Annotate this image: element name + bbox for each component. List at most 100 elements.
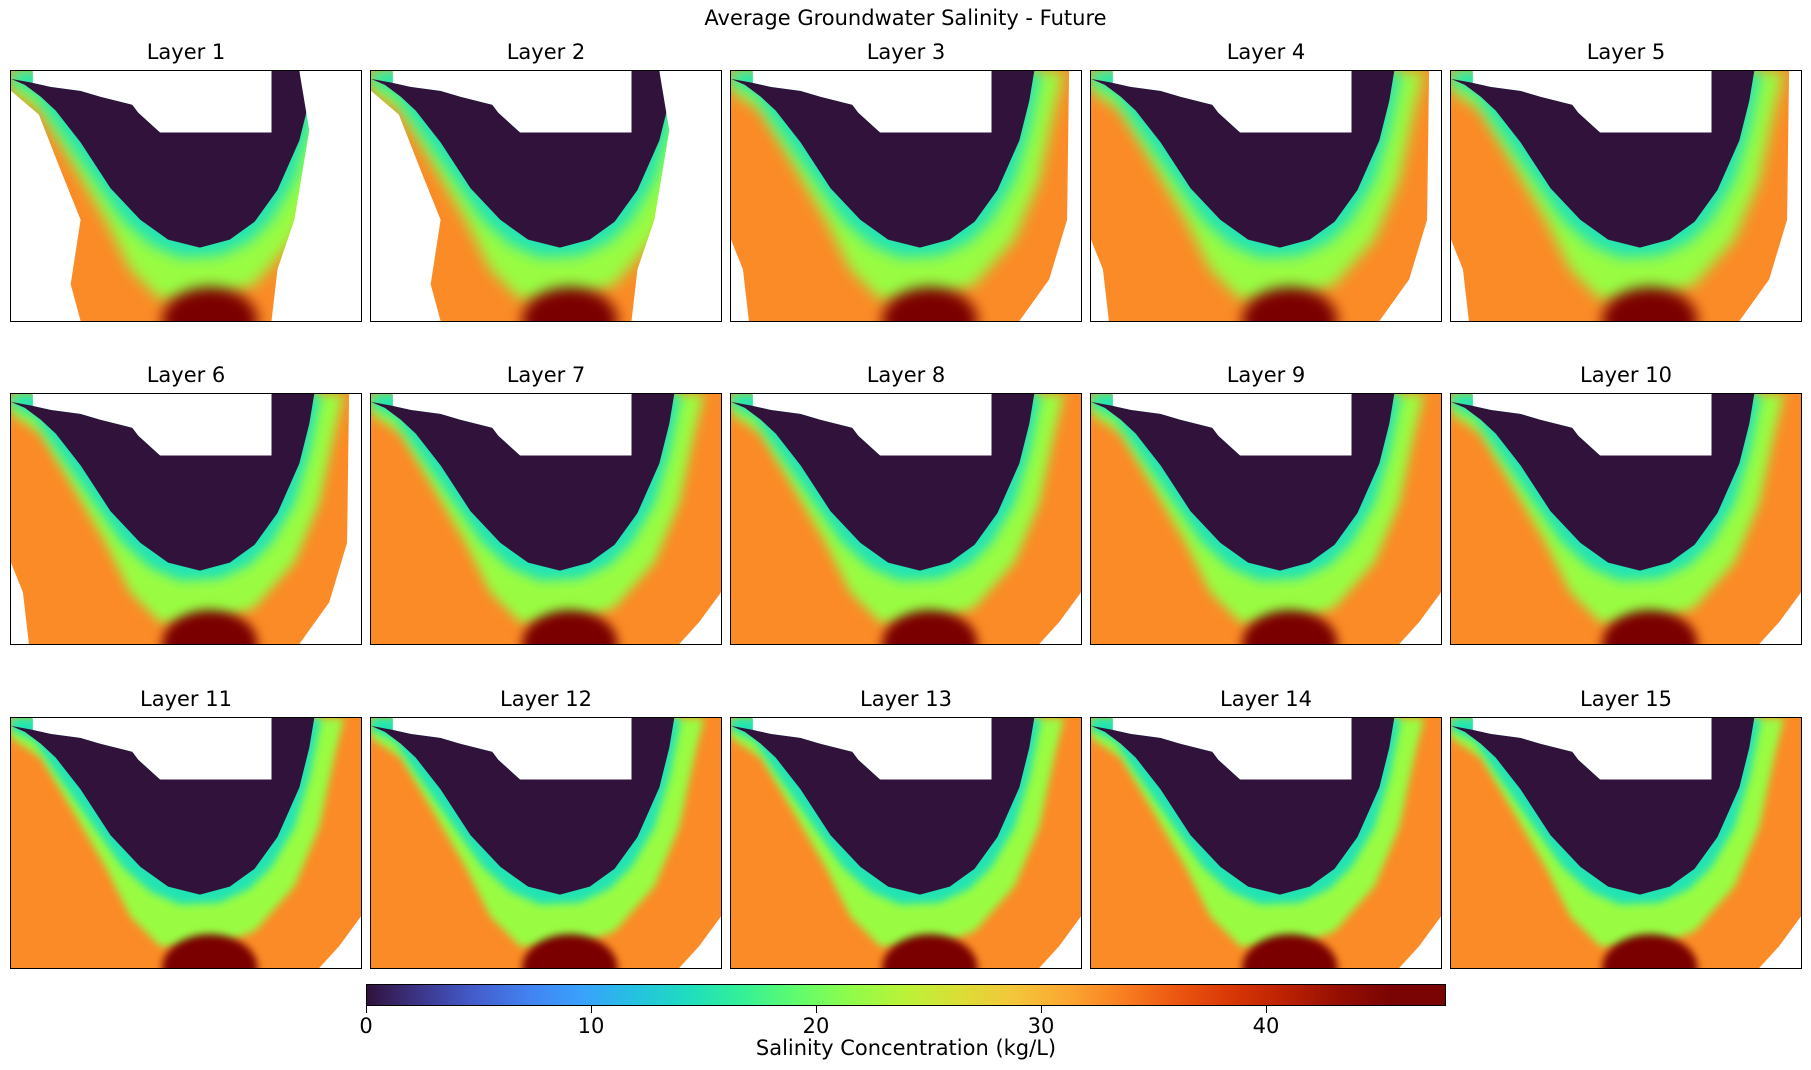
colorbar-tick-label: 10 [577,1014,605,1038]
fresh-interior-zone [731,394,1035,571]
no-data-region [1039,916,1081,968]
no-data-region [1091,239,1109,321]
no-data-region [392,718,721,780]
hypersaline-plume [1602,934,1698,968]
colorbar [366,984,1446,1006]
fresh-interior-zone [1091,71,1395,248]
colorbar-tick-label: 40 [1252,1014,1280,1038]
no-data-region [1472,71,1801,133]
colorbar-tick-label: 30 [1027,1014,1055,1038]
no-data-region [752,718,1081,780]
salinity-map [1091,718,1441,968]
no-data-region [731,239,749,321]
no-data-region [752,394,1081,456]
hypersaline-plume [882,287,978,321]
fresh-interior-zone [731,71,1035,248]
salinity-map [11,71,361,321]
colorbar-tick-label: 20 [802,1014,830,1038]
no-data-region [11,90,81,321]
panel-title: Layer 14 [1220,687,1312,711]
hypersaline-plume [162,934,258,968]
no-data-region [1112,394,1441,456]
colorbar-tick [591,1006,592,1013]
fresh-interior-zone [1091,394,1395,571]
no-data-region [1039,592,1081,644]
salinity-map-panel [730,717,1082,969]
no-data-region [1019,71,1081,321]
colorbar-tick [1041,1006,1042,1013]
no-data-region [1112,718,1441,780]
salinity-map [1451,394,1801,644]
no-data-region [631,71,721,321]
panel-title: Layer 12 [500,687,592,711]
no-data-region [679,916,721,968]
colorbar-label: Salinity Concentration (kg/L) [755,1036,1057,1060]
panel-title: Layer 6 [146,363,226,387]
salinity-map-panel [10,717,362,969]
hypersaline-plume [522,610,618,644]
hypersaline-plume [1602,287,1698,321]
salinity-map [731,718,1081,968]
hypersaline-plume [882,610,978,644]
panel-title: Layer 2 [506,40,586,64]
hypersaline-plume [162,287,258,321]
colorbar-tick [816,1006,817,1013]
fresh-interior-zone [1451,718,1755,895]
hypersaline-plume [1602,610,1698,644]
no-data-region [1472,394,1801,456]
fresh-interior-zone [371,718,675,895]
hypersaline-plume [1242,287,1338,321]
hypersaline-plume [522,287,618,321]
salinity-map-panel [1450,70,1802,322]
salinity-map [371,718,721,968]
no-data-region [1379,71,1441,321]
panel-title: Layer 9 [1226,363,1306,387]
fresh-interior-zone [1091,718,1395,895]
salinity-map-panel [370,717,722,969]
panel-title: Layer 4 [1226,40,1306,64]
fresh-interior-zone [1451,71,1755,248]
no-data-region [392,71,721,133]
salinity-map [11,394,361,644]
no-data-region [371,90,441,321]
panel-title: Layer 5 [1586,40,1666,64]
no-data-region [1759,592,1801,644]
panel-title: Layer 13 [860,687,952,711]
hypersaline-plume [522,934,618,968]
colorbar-tick [1266,1006,1267,1013]
salinity-map-panel [1450,717,1802,969]
hypersaline-plume [1242,610,1338,644]
salinity-map [1451,718,1801,968]
figure-title: Average Groundwater Salinity - Future [704,6,1107,30]
panel-title: Layer 7 [506,363,586,387]
no-data-region [1399,916,1441,968]
colorbar-tick-label: 0 [359,1014,373,1038]
hypersaline-plume [882,934,978,968]
fresh-interior-zone [1451,394,1755,571]
no-data-region [11,562,29,644]
salinity-map-panel [1090,393,1442,645]
fresh-interior-zone [371,394,675,571]
no-data-region [1112,71,1441,133]
salinity-map [371,394,721,644]
salinity-map-panel [370,393,722,645]
no-data-region [32,718,361,780]
salinity-map-panel [370,70,722,322]
no-data-region [319,916,361,968]
no-data-region [1399,592,1441,644]
salinity-map [1091,394,1441,644]
salinity-map-panel [730,393,1082,645]
fresh-interior-zone [11,71,315,248]
panel-title: Layer 10 [1580,363,1672,387]
hypersaline-plume [1242,934,1338,968]
salinity-map-panel [1090,70,1442,322]
panel-title: Layer 15 [1580,687,1672,711]
salinity-map-panel [1090,717,1442,969]
panel-title: Layer 8 [866,363,946,387]
no-data-region [1451,239,1469,321]
salinity-map-panel [1450,393,1802,645]
salinity-map-panel [10,393,362,645]
hypersaline-plume [162,610,258,644]
fresh-interior-zone [11,718,315,895]
